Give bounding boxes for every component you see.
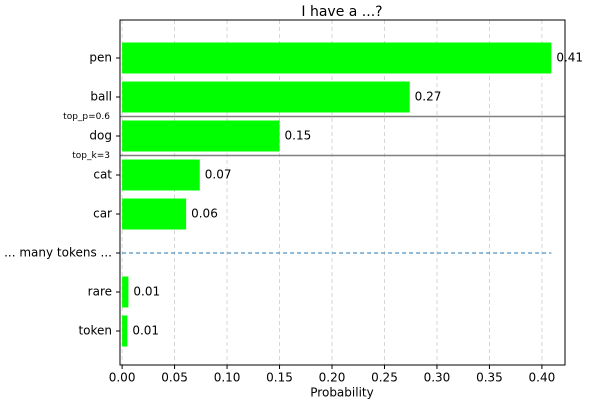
value-label: 0.27 xyxy=(415,90,442,104)
y-tick-label: rare xyxy=(88,285,112,299)
x-tick-label: 0.40 xyxy=(529,371,556,385)
x-tick-label: 0.25 xyxy=(371,371,398,385)
x-tick-label: 0.30 xyxy=(424,371,451,385)
x-tick-label: 0.00 xyxy=(109,371,136,385)
y-tick-label: token xyxy=(78,324,112,338)
x-tick-label: 0.35 xyxy=(476,371,503,385)
y-tick-label: dog xyxy=(89,129,112,143)
y-tick-label: cat xyxy=(93,168,112,182)
y-tick-label: pen xyxy=(89,51,112,65)
bar xyxy=(122,42,552,74)
bar xyxy=(122,81,410,113)
bar xyxy=(122,159,200,191)
value-label: 0.01 xyxy=(133,285,160,299)
y-tick-label: car xyxy=(93,207,112,221)
value-label: 0.06 xyxy=(191,207,218,221)
x-tick-label: 0.15 xyxy=(266,371,293,385)
cutoff-label: top_k=3 xyxy=(72,151,110,161)
x-axis-label: Probability xyxy=(310,386,373,400)
y-tick-label: ... many tokens ... xyxy=(4,246,112,260)
x-tick-label: 0.05 xyxy=(161,371,188,385)
plot-frame xyxy=(119,19,566,366)
y-tick-label: ball xyxy=(90,90,112,104)
value-label: 0.01 xyxy=(132,324,159,338)
value-label: 0.15 xyxy=(285,129,312,143)
value-label: 0.07 xyxy=(205,168,232,182)
chart-title: I have a ...? xyxy=(301,4,382,20)
bar xyxy=(122,315,128,347)
bar xyxy=(122,198,187,230)
bar xyxy=(122,120,280,152)
x-tick-label: 0.20 xyxy=(319,371,346,385)
bar xyxy=(122,276,129,308)
value-label: 0.41 xyxy=(556,51,583,65)
cutoff-label: top_p=0.6 xyxy=(63,112,110,122)
x-tick-label: 0.10 xyxy=(214,371,241,385)
